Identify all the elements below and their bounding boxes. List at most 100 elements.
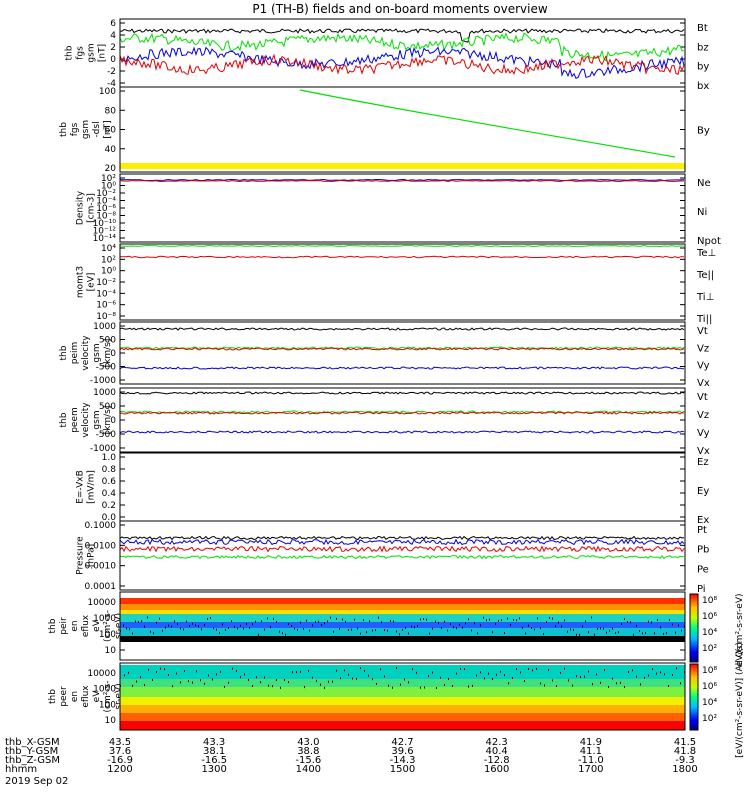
x-tick-label: -14.3: [390, 755, 416, 766]
y-axis-label: eflux: [81, 614, 91, 637]
spectrogram-speck: [528, 624, 529, 627]
colorbar-tick: 10²: [702, 714, 717, 724]
spectrogram-speck: [264, 628, 265, 631]
panel-frame: [119, 387, 686, 453]
y-tick-label: 10⁻⁸: [96, 312, 116, 322]
spectrogram-speck: [645, 632, 646, 635]
spectrogram-speck: [378, 616, 379, 619]
spectrogram-speck: [472, 684, 473, 687]
spectrogram-speck: [468, 685, 469, 688]
spectrogram-speck: [508, 682, 509, 685]
spectrogram-speck: [580, 676, 581, 679]
y-axis-label: [nPa]: [87, 544, 97, 567]
y-axis-label: (cm²-s-: [103, 610, 113, 642]
legend-entry: Vx: [697, 378, 710, 389]
spectrogram-speck: [448, 677, 449, 680]
panel-frame: [119, 173, 686, 243]
y-tick-label: 10⁻⁸: [96, 212, 116, 222]
x-tick-label: 39.6: [391, 746, 413, 757]
spectrogram-speck: [594, 633, 595, 636]
spectrogram-speck: [438, 621, 439, 624]
spectrogram-speck: [616, 682, 617, 685]
spectrogram-speck: [444, 683, 445, 686]
spectrogram-speck: [496, 673, 497, 676]
x-tick-label: 40.4: [486, 746, 508, 757]
spectrogram-speck: [596, 673, 597, 676]
series-ti: [119, 244, 685, 248]
spectrogram-speck: [492, 631, 493, 634]
y-tick-label: 100: [99, 700, 116, 710]
spectrogram-speck: [224, 685, 225, 688]
spectrogram-speck: [552, 617, 553, 620]
x-tick-label: 41.5: [674, 737, 696, 748]
spectrogram-speck: [435, 620, 436, 623]
x-tick-label: 43.0: [297, 737, 319, 748]
y-axis-label: en: [70, 620, 80, 631]
y-axis-label: thb: [48, 618, 58, 633]
y-tick-label: 0: [110, 416, 116, 426]
spectrogram-speck: [212, 678, 213, 681]
spectrogram-speck: [639, 630, 640, 633]
y-axis-label: Pressure: [76, 536, 86, 575]
spectrogram-speck: [549, 616, 550, 619]
spectrogram-speck: [380, 668, 381, 671]
spectrogram-speck: [321, 624, 322, 627]
spectrogram-speck: [672, 623, 673, 626]
spectrogram-speck: [189, 624, 190, 627]
spectrogram-speck: [582, 625, 583, 628]
spectrogram-speck: [236, 669, 237, 672]
x-tick-label: 43.3: [203, 737, 225, 748]
spectrogram-speck: [520, 671, 521, 674]
panel-fgs: 6 4 2 0 -2 -4 thb fgs gsm [nT] Bt bz by bx: [65, 18, 709, 92]
spectrogram-speck: [471, 629, 472, 632]
spectrogram-speck: [234, 626, 235, 629]
spectrogram-speck: [500, 670, 501, 673]
spectrogram-speck: [668, 684, 669, 687]
spectrogram-speck: [276, 620, 277, 623]
spectrogram-speck: [618, 631, 619, 634]
y-tick-label: 80: [105, 106, 117, 116]
y-tick-label: 10000: [87, 598, 116, 608]
spectrogram-speck: [416, 671, 417, 674]
x-tick-label: -15.6: [295, 755, 321, 766]
y-tick-label: 0.8: [102, 465, 117, 475]
spectrogram-speck: [232, 667, 233, 670]
spectrogram-speck: [480, 624, 481, 627]
spectrogram-speck: [476, 674, 477, 677]
series-vz: [119, 347, 685, 351]
spectrogram-band: [120, 610, 685, 614]
spectrogram-speck: [252, 623, 253, 626]
spectrogram-speck: [264, 676, 265, 679]
spectrogram-speck: [327, 620, 328, 623]
spectrogram-speck: [300, 670, 301, 673]
spectrogram-speck: [342, 618, 343, 621]
y-tick-label: 10⁻²: [96, 278, 116, 288]
legend-entry: Pt: [697, 525, 707, 536]
x-tick-label: 1600: [484, 764, 509, 775]
spectrogram-speck: [612, 677, 613, 680]
spectrogram-speck: [432, 671, 433, 674]
spectrogram-speck: [573, 628, 574, 631]
y-tick-label: 10⁻¹⁰: [93, 219, 117, 229]
panel-peer: 10000 1000 100 10 thb peer en eflux eV (cm²-s-sr-…: [48, 662, 686, 731]
spectrogram-speck: [381, 621, 382, 624]
spectrogram-speck: [135, 620, 136, 623]
spectrogram-speck: [432, 627, 433, 630]
spectrogram-speck: [676, 667, 677, 670]
spectrogram-speck: [128, 671, 129, 674]
spectrogram-speck: [504, 674, 505, 677]
y-axis-label: thb: [59, 345, 69, 360]
spectrogram-speck: [141, 620, 142, 623]
y-axis-label: gsm: [92, 343, 102, 362]
x-axis-row-label: hhmm: [5, 764, 37, 775]
y-axis-label: -dsl: [92, 121, 102, 137]
spectrogram-speck: [291, 624, 292, 627]
series-by: [299, 89, 676, 158]
y-axis-label: thb: [65, 45, 75, 60]
spectrogram-speck: [412, 668, 413, 671]
y-axis-label: E=-VxB: [76, 470, 86, 504]
spectrogram-speck: [284, 678, 285, 681]
y-tick-label: 100: [99, 87, 116, 97]
y-tick-label: -4: [107, 79, 116, 89]
spectrogram-speck: [408, 681, 409, 684]
